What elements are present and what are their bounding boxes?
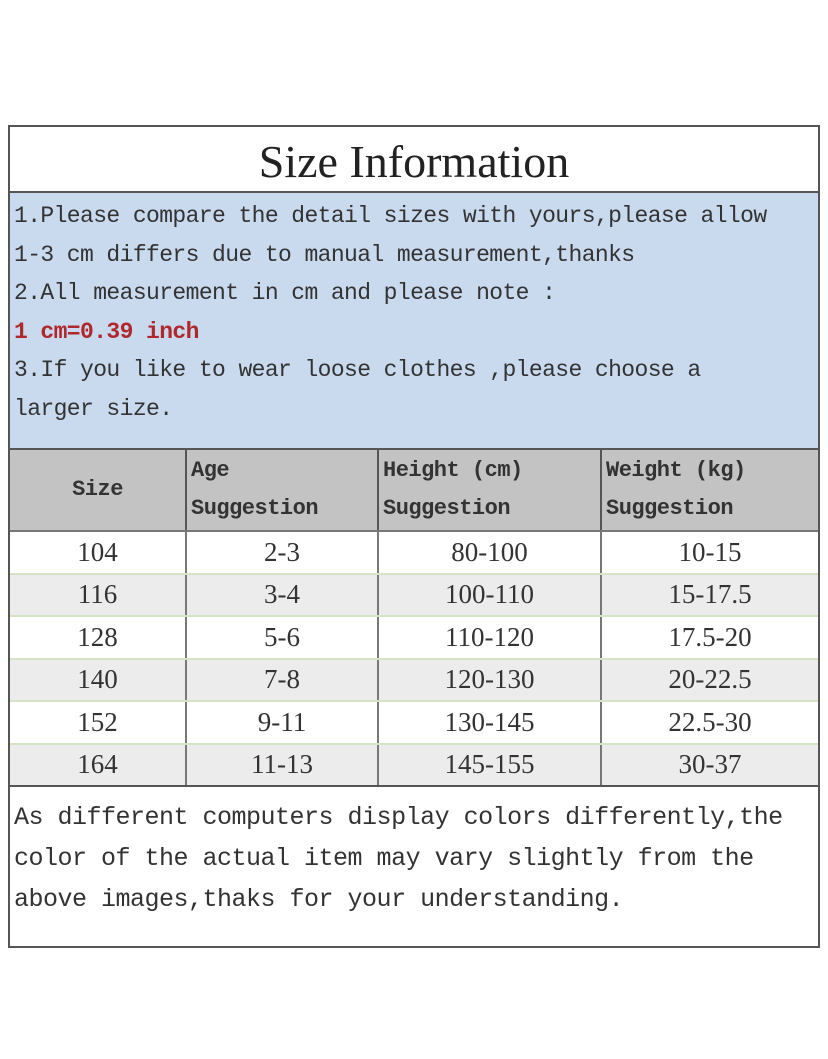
size-information-card: Size Information 1.Please compare the de…: [8, 125, 820, 948]
table-row: 140 7-8 120-130 20-22.5: [10, 658, 818, 702]
header-line: Suggestion: [606, 496, 734, 521]
cell-age: 5-6: [186, 616, 379, 660]
cell-height: 110-120: [378, 616, 602, 660]
header-line: Age: [191, 458, 230, 483]
cell-weight: 10-15: [601, 531, 818, 575]
cell-age: 3-4: [186, 573, 379, 617]
cell-height: 100-110: [378, 573, 602, 617]
table-row: 128 5-6 110-120 17.5-20: [10, 616, 818, 660]
cell-age: 11-13: [186, 743, 379, 787]
table-row: 104 2-3 80-100 10-15: [10, 531, 818, 575]
cell-height: 130-145: [378, 701, 602, 745]
cell-age: 7-8: [186, 658, 379, 702]
note-line: 1-3 cm differs due to manual measurement…: [14, 241, 635, 268]
title: Size Information: [10, 127, 818, 193]
cell-weight: 15-17.5: [601, 573, 818, 617]
cell-height: 80-100: [378, 531, 602, 575]
table-header-row: Size Age Suggestion Height (cm) Suggestion…: [10, 450, 818, 532]
conversion-note: 1 cm=0.39 inch: [14, 318, 199, 345]
cell-age: 9-11: [186, 701, 379, 745]
header-line: Weight (kg): [606, 458, 746, 483]
table-row: 152 9-11 130-145 22.5-30: [10, 701, 818, 745]
size-table: Size Age Suggestion Height (cm) Suggestion…: [10, 450, 818, 787]
cell-weight: 22.5-30: [601, 701, 818, 745]
header-line: Height (cm): [383, 458, 523, 483]
cell-size: 152: [10, 701, 187, 745]
note-line: 1.Please compare the detail sizes with y…: [14, 203, 767, 229]
note-line: 2.All measurement in cm and please note …: [14, 280, 556, 306]
table-row: 116 3-4 100-110 15-17.5: [10, 573, 818, 617]
table-row: 164 11-13 145-155 30-37: [10, 743, 818, 787]
cell-height: 145-155: [378, 743, 602, 787]
cell-age: 2-3: [186, 531, 379, 575]
header-height: Height (cm) Suggestion: [378, 450, 602, 532]
cell-weight: 30-37: [601, 743, 818, 787]
cell-size: 140: [10, 658, 187, 702]
cell-size: 164: [10, 743, 187, 787]
notes: 1.Please compare the detail sizes with y…: [10, 193, 818, 450]
note-line: larger size.: [14, 395, 173, 422]
header-weight: Weight (kg) Suggestion: [601, 450, 818, 532]
cell-size: 116: [10, 573, 187, 617]
cell-height: 120-130: [378, 658, 602, 702]
header-line: Suggestion: [191, 496, 319, 521]
note-line: 3.If you like to wear loose clothes ,ple…: [14, 357, 701, 383]
color-disclaimer: As different computers display colors di…: [14, 803, 783, 914]
cell-size: 128: [10, 616, 187, 660]
cell-weight: 17.5-20: [601, 616, 818, 660]
cell-weight: 20-22.5: [601, 658, 818, 702]
header-size: Size: [10, 450, 187, 532]
cell-size: 104: [10, 531, 187, 575]
header-line: Suggestion: [383, 496, 511, 521]
header-age: Age Suggestion: [186, 450, 379, 532]
